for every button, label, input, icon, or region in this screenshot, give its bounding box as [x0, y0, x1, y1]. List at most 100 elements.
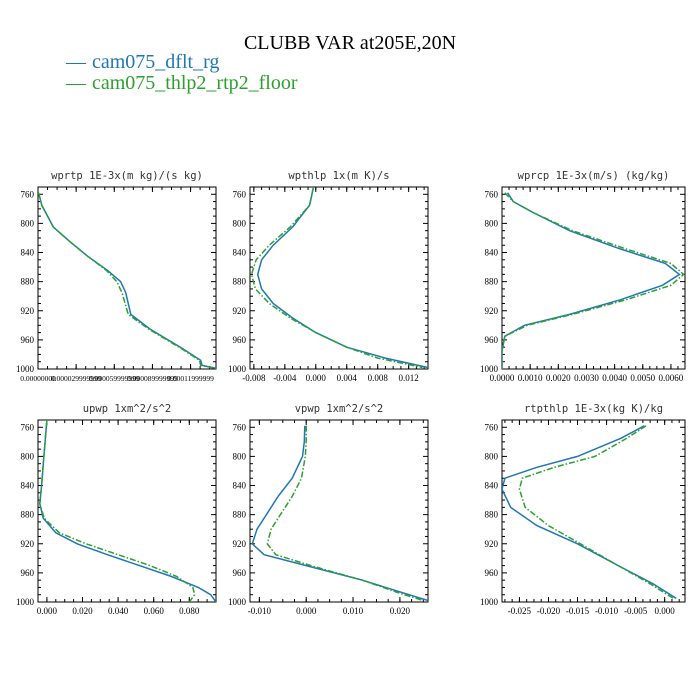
- x-tick-label: -0.010: [248, 606, 272, 616]
- y-tick-label: 760: [233, 189, 247, 199]
- y-tick-label: 760: [485, 422, 499, 432]
- plot-frame: [501, 186, 686, 370]
- legend-swatch-1: —: [66, 51, 86, 73]
- y-tick-label: 960: [485, 568, 499, 578]
- x-tick-label: 0.0040: [602, 373, 627, 383]
- x-tick-label: 0.00011999999: [167, 374, 214, 383]
- x-tick-label: -0.025: [508, 606, 532, 616]
- figure-title: CLUBB VAR at205E,20N: [243, 32, 457, 54]
- legend: — cam075_dflt_rg — cam075_thlp2_rtp2_floor: [66, 52, 298, 94]
- y-tick-label: 760: [21, 189, 35, 199]
- series-line-1: [502, 425, 677, 600]
- x-tick-label: 0.040: [108, 606, 129, 616]
- plot-frame: [501, 419, 686, 603]
- y-tick-label: 960: [233, 335, 247, 345]
- x-tick-label: -0.008: [242, 373, 266, 383]
- series-line-2: [266, 425, 424, 602]
- series-line-2: [502, 192, 685, 369]
- series-line-2: [38, 192, 216, 369]
- y-tick-label: 1000: [228, 364, 247, 374]
- y-tick-label: 960: [485, 335, 499, 345]
- x-tick-label: 0.000089999999: [127, 374, 178, 383]
- panel-5: vpwp 1xm^2/s^2 760 800 840 880 920 960 1000-0.0…: [228, 403, 429, 616]
- panel-1: wprtp 1E-3x(m kg)/(s kg) 760 800 840 880 920 9…: [16, 170, 217, 383]
- panel-2: wpthlp 1x(m K)/s7608008408809209601000-0…: [228, 170, 429, 383]
- panel-title: vpwp 1xm^2/s^2: [295, 403, 384, 415]
- y-tick-label: 920: [485, 539, 499, 549]
- x-tick-label: 0.0010: [518, 373, 543, 383]
- y-tick-label: 760: [485, 189, 499, 199]
- y-tick-label: 840: [21, 481, 35, 491]
- x-tick-label: 0.0030: [574, 373, 599, 383]
- plot-frame: [37, 186, 217, 370]
- x-tick-label: 0.0050: [630, 373, 655, 383]
- x-tick-label: 0.000: [306, 373, 327, 383]
- x-tick-label: -0.004: [273, 373, 297, 383]
- y-tick-label: 1000: [480, 597, 499, 607]
- y-tick-label: 1000: [480, 364, 499, 374]
- y-tick-label: 760: [233, 422, 247, 432]
- x-tick-label: 0.004: [337, 373, 358, 383]
- panel-3: wprcp 1E-3x(m/s) (kg/kg) 760 800 840 880 920 9…: [480, 170, 686, 383]
- panel-6: rtpthlp 1E-3x(kg K)/kg 760 800 840 880 920 960…: [480, 403, 686, 616]
- x-tick-label: -0.010: [595, 606, 619, 616]
- y-tick-label: 880: [21, 510, 35, 520]
- y-tick-label: 1000: [228, 597, 247, 607]
- x-tick-label: -0.015: [566, 606, 590, 616]
- y-tick-label: 800: [21, 451, 35, 461]
- legend-label-2: cam075_thlp2_rtp2_floor: [92, 72, 298, 94]
- y-tick-label: 880: [233, 277, 247, 287]
- y-tick-label: 960: [21, 335, 35, 345]
- series-line-1: [38, 192, 216, 369]
- legend-swatch-2: —: [66, 72, 86, 94]
- x-tick-label: 0.020: [72, 606, 93, 616]
- x-tick-label: 0.010: [343, 606, 364, 616]
- panel-title: rtpthlp 1E-3x(kg K)/kg: [524, 403, 663, 415]
- y-tick-label: 1000: [16, 364, 35, 374]
- y-tick-label: 920: [233, 539, 247, 549]
- y-tick-label: 880: [485, 277, 499, 287]
- x-tick-label: 0.012: [399, 373, 419, 383]
- y-tick-label: 920: [21, 539, 35, 549]
- x-tick-label: -0.005: [624, 606, 648, 616]
- y-tick-label: 840: [233, 248, 247, 258]
- x-tick-label: 0.000: [296, 606, 317, 616]
- legend-label-1: cam075_dflt_rg: [92, 51, 220, 73]
- x-tick-label: 0.000: [655, 606, 676, 616]
- x-tick-label: -0.020: [537, 606, 561, 616]
- x-tick-label: 0.000029999999: [51, 374, 102, 383]
- y-tick-label: 880: [485, 510, 499, 520]
- y-tick-label: 920: [485, 306, 499, 316]
- x-tick-label: 0.020: [390, 606, 411, 616]
- x-tick-label: 0.008: [368, 373, 389, 383]
- y-tick-label: 920: [233, 306, 247, 316]
- x-tick-label: 0.0020: [546, 373, 571, 383]
- plot-frame: [249, 186, 429, 370]
- x-tick-label: 0.0060: [659, 373, 684, 383]
- y-tick-label: 800: [233, 451, 247, 461]
- series-line-2: [39, 420, 196, 602]
- panel-title: upwp 1xm^2/s^2: [83, 403, 172, 415]
- x-tick-label: 0.060: [144, 606, 165, 616]
- series-line-1: [256, 187, 428, 369]
- series-line-1: [502, 192, 681, 369]
- plot-frame: [249, 419, 429, 603]
- panel-title: wprcp 1E-3x(m/s) (kg/kg): [518, 170, 670, 182]
- x-tick-label: 0.000059999999: [89, 374, 140, 383]
- x-tick-label: 0.00000000: [20, 374, 56, 383]
- y-tick-label: 880: [233, 510, 247, 520]
- y-tick-label: 800: [21, 218, 35, 228]
- series-line-2: [518, 425, 674, 600]
- y-tick-label: 800: [233, 218, 247, 228]
- y-tick-label: 840: [485, 481, 499, 491]
- y-tick-label: 840: [233, 481, 247, 491]
- y-tick-label: 880: [21, 277, 35, 287]
- legend-entry-1: — cam075_dflt_rg: [66, 52, 298, 73]
- y-tick-label: 960: [21, 568, 35, 578]
- y-tick-label: 840: [485, 248, 499, 258]
- x-tick-label: 0.080: [179, 606, 200, 616]
- x-tick-label: 0.0000: [490, 373, 515, 383]
- y-tick-label: 960: [233, 568, 247, 578]
- legend-entry-2: — cam075_thlp2_rtp2_floor: [66, 73, 298, 94]
